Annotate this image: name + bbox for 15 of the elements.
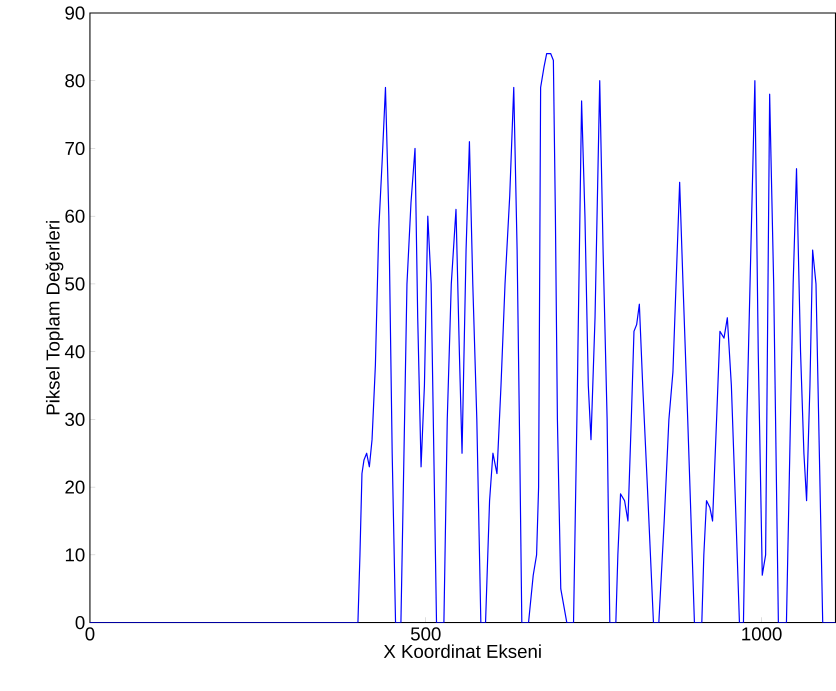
y-tick-label: 70: [65, 142, 85, 156]
x-axis-title: X Koordinat Ekseni: [384, 644, 541, 658]
x-tick-label: 1000: [742, 628, 782, 641]
y-tick-label: 10: [66, 548, 85, 562]
y-tick-label: 50: [65, 278, 85, 291]
y-tick-label: 30: [65, 412, 85, 426]
y-tick-label: 40: [64, 345, 85, 358]
y-tick-label: 60: [65, 210, 85, 224]
y-tick-label: 90: [65, 6, 85, 20]
y-tick-label: 20: [65, 480, 85, 494]
x-tick-label: 500: [410, 628, 441, 641]
y-axis-title: Piksel Toplam Değerleri: [46, 221, 64, 414]
x-tick-label: 0: [85, 628, 94, 641]
y-tick-label: 80: [65, 74, 85, 88]
y-tick-label: 0: [76, 616, 85, 630]
